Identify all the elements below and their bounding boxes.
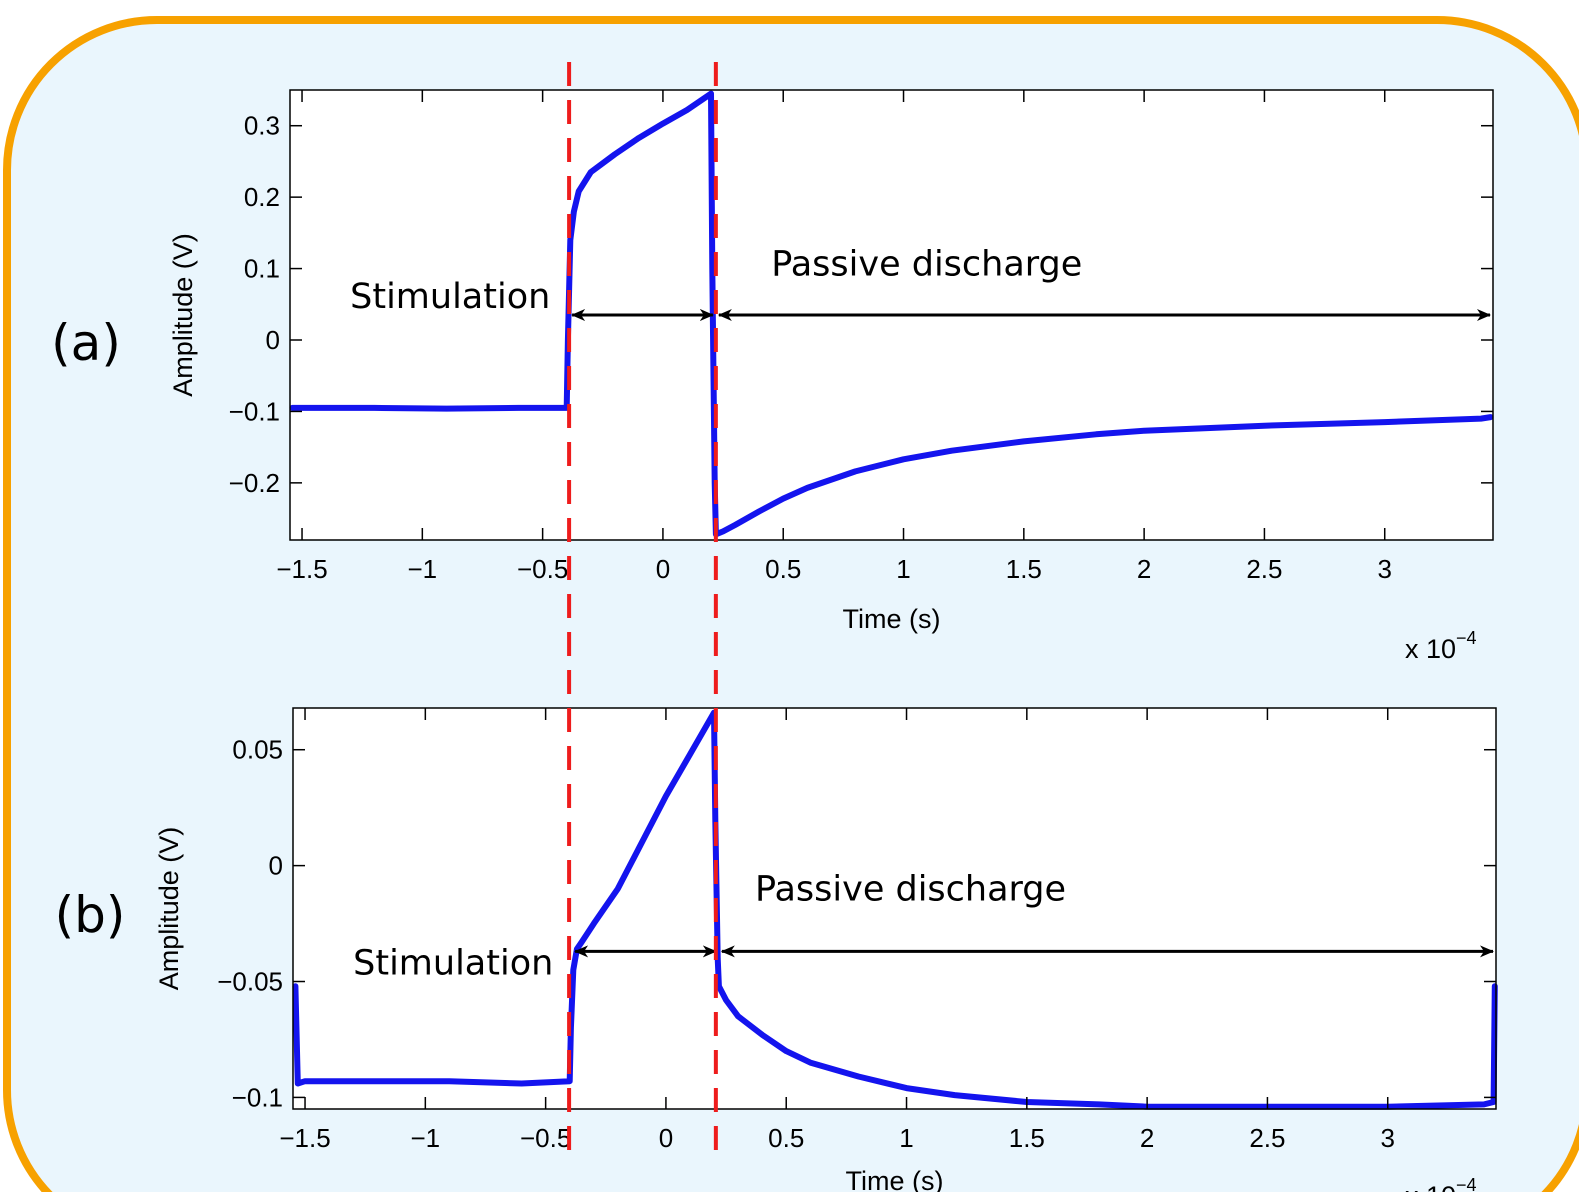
axes-box (289, 89, 1494, 541)
y-tick-label: 0.3 (244, 111, 280, 141)
annotation-label: Passive discharge (755, 869, 1066, 909)
y-axis-label: Amplitude (V) (154, 827, 184, 991)
annotation-label: Stimulation (353, 944, 553, 984)
x-tick-label: 2.5 (1249, 1123, 1285, 1153)
x-tick-label: 2.5 (1246, 554, 1282, 584)
x-tick-label: −1 (411, 1123, 441, 1153)
annotation-label: Passive discharge (771, 245, 1082, 285)
x-axis-label: Time (s) (843, 604, 941, 634)
x-tick-label: 2 (1137, 554, 1151, 584)
x-exponent-label: x 10−4 (1405, 1175, 1477, 1192)
y-tick-label: −0.05 (217, 967, 283, 997)
x-tick-label: 3 (1377, 554, 1391, 584)
y-tick-label: 0 (266, 325, 280, 355)
panel-label: (b) (55, 886, 126, 944)
x-tick-label: 0.5 (765, 554, 801, 584)
y-tick-label: −0.2 (229, 468, 280, 498)
y-tick-label: 0.05 (232, 735, 283, 765)
y-axis-label: Amplitude (V) (168, 233, 198, 397)
x-tick-label: 0.5 (768, 1123, 804, 1153)
y-tick-label: −0.1 (232, 1082, 283, 1112)
x-tick-label: 3 (1380, 1123, 1394, 1153)
axes-box (292, 707, 1497, 1110)
x-tick-label: 1.5 (1006, 554, 1042, 584)
chart-panel-b: −1.5 −1 −0.5 0 0.5 1 1.5 2 2.5 3 −0.1 −0.05 0 0.05 Tim… (55, 707, 1498, 1192)
y-tick-label: −0.1 (229, 396, 280, 426)
y-tick-label: 0.1 (244, 254, 280, 284)
x-tick-label: −0.5 (517, 554, 568, 584)
x-tick-label: 1 (899, 1123, 913, 1153)
x-tick-label: −1.5 (276, 554, 327, 584)
x-tick-label: 1 (896, 554, 910, 584)
x-tick-label: −1 (408, 554, 438, 584)
panel-label: (a) (51, 314, 121, 372)
signal-line (292, 709, 1498, 1110)
plot-area (293, 708, 1496, 1109)
x-tick-label: −1.5 (279, 1123, 330, 1153)
x-axis-label: Time (s) (846, 1166, 944, 1192)
x-tick-label: 2 (1140, 1123, 1154, 1153)
x-tick-label: 0 (659, 1123, 673, 1153)
x-tick-label: 0 (656, 554, 670, 584)
annotation-label: Stimulation (350, 277, 550, 317)
chart-panel-a: −1.5 −1 −0.5 0 0.5 1 1.5 2 2.5 3 −0.2 −0.1 0 0.1 0.2 0.… (51, 89, 1494, 664)
y-tick-label: 0 (269, 851, 283, 881)
x-exponent-label: x 10−4 (1405, 628, 1477, 664)
x-tick-label: 1.5 (1009, 1123, 1045, 1153)
x-tick-label: −0.5 (520, 1123, 571, 1153)
y-tick-label: 0.2 (244, 182, 280, 212)
